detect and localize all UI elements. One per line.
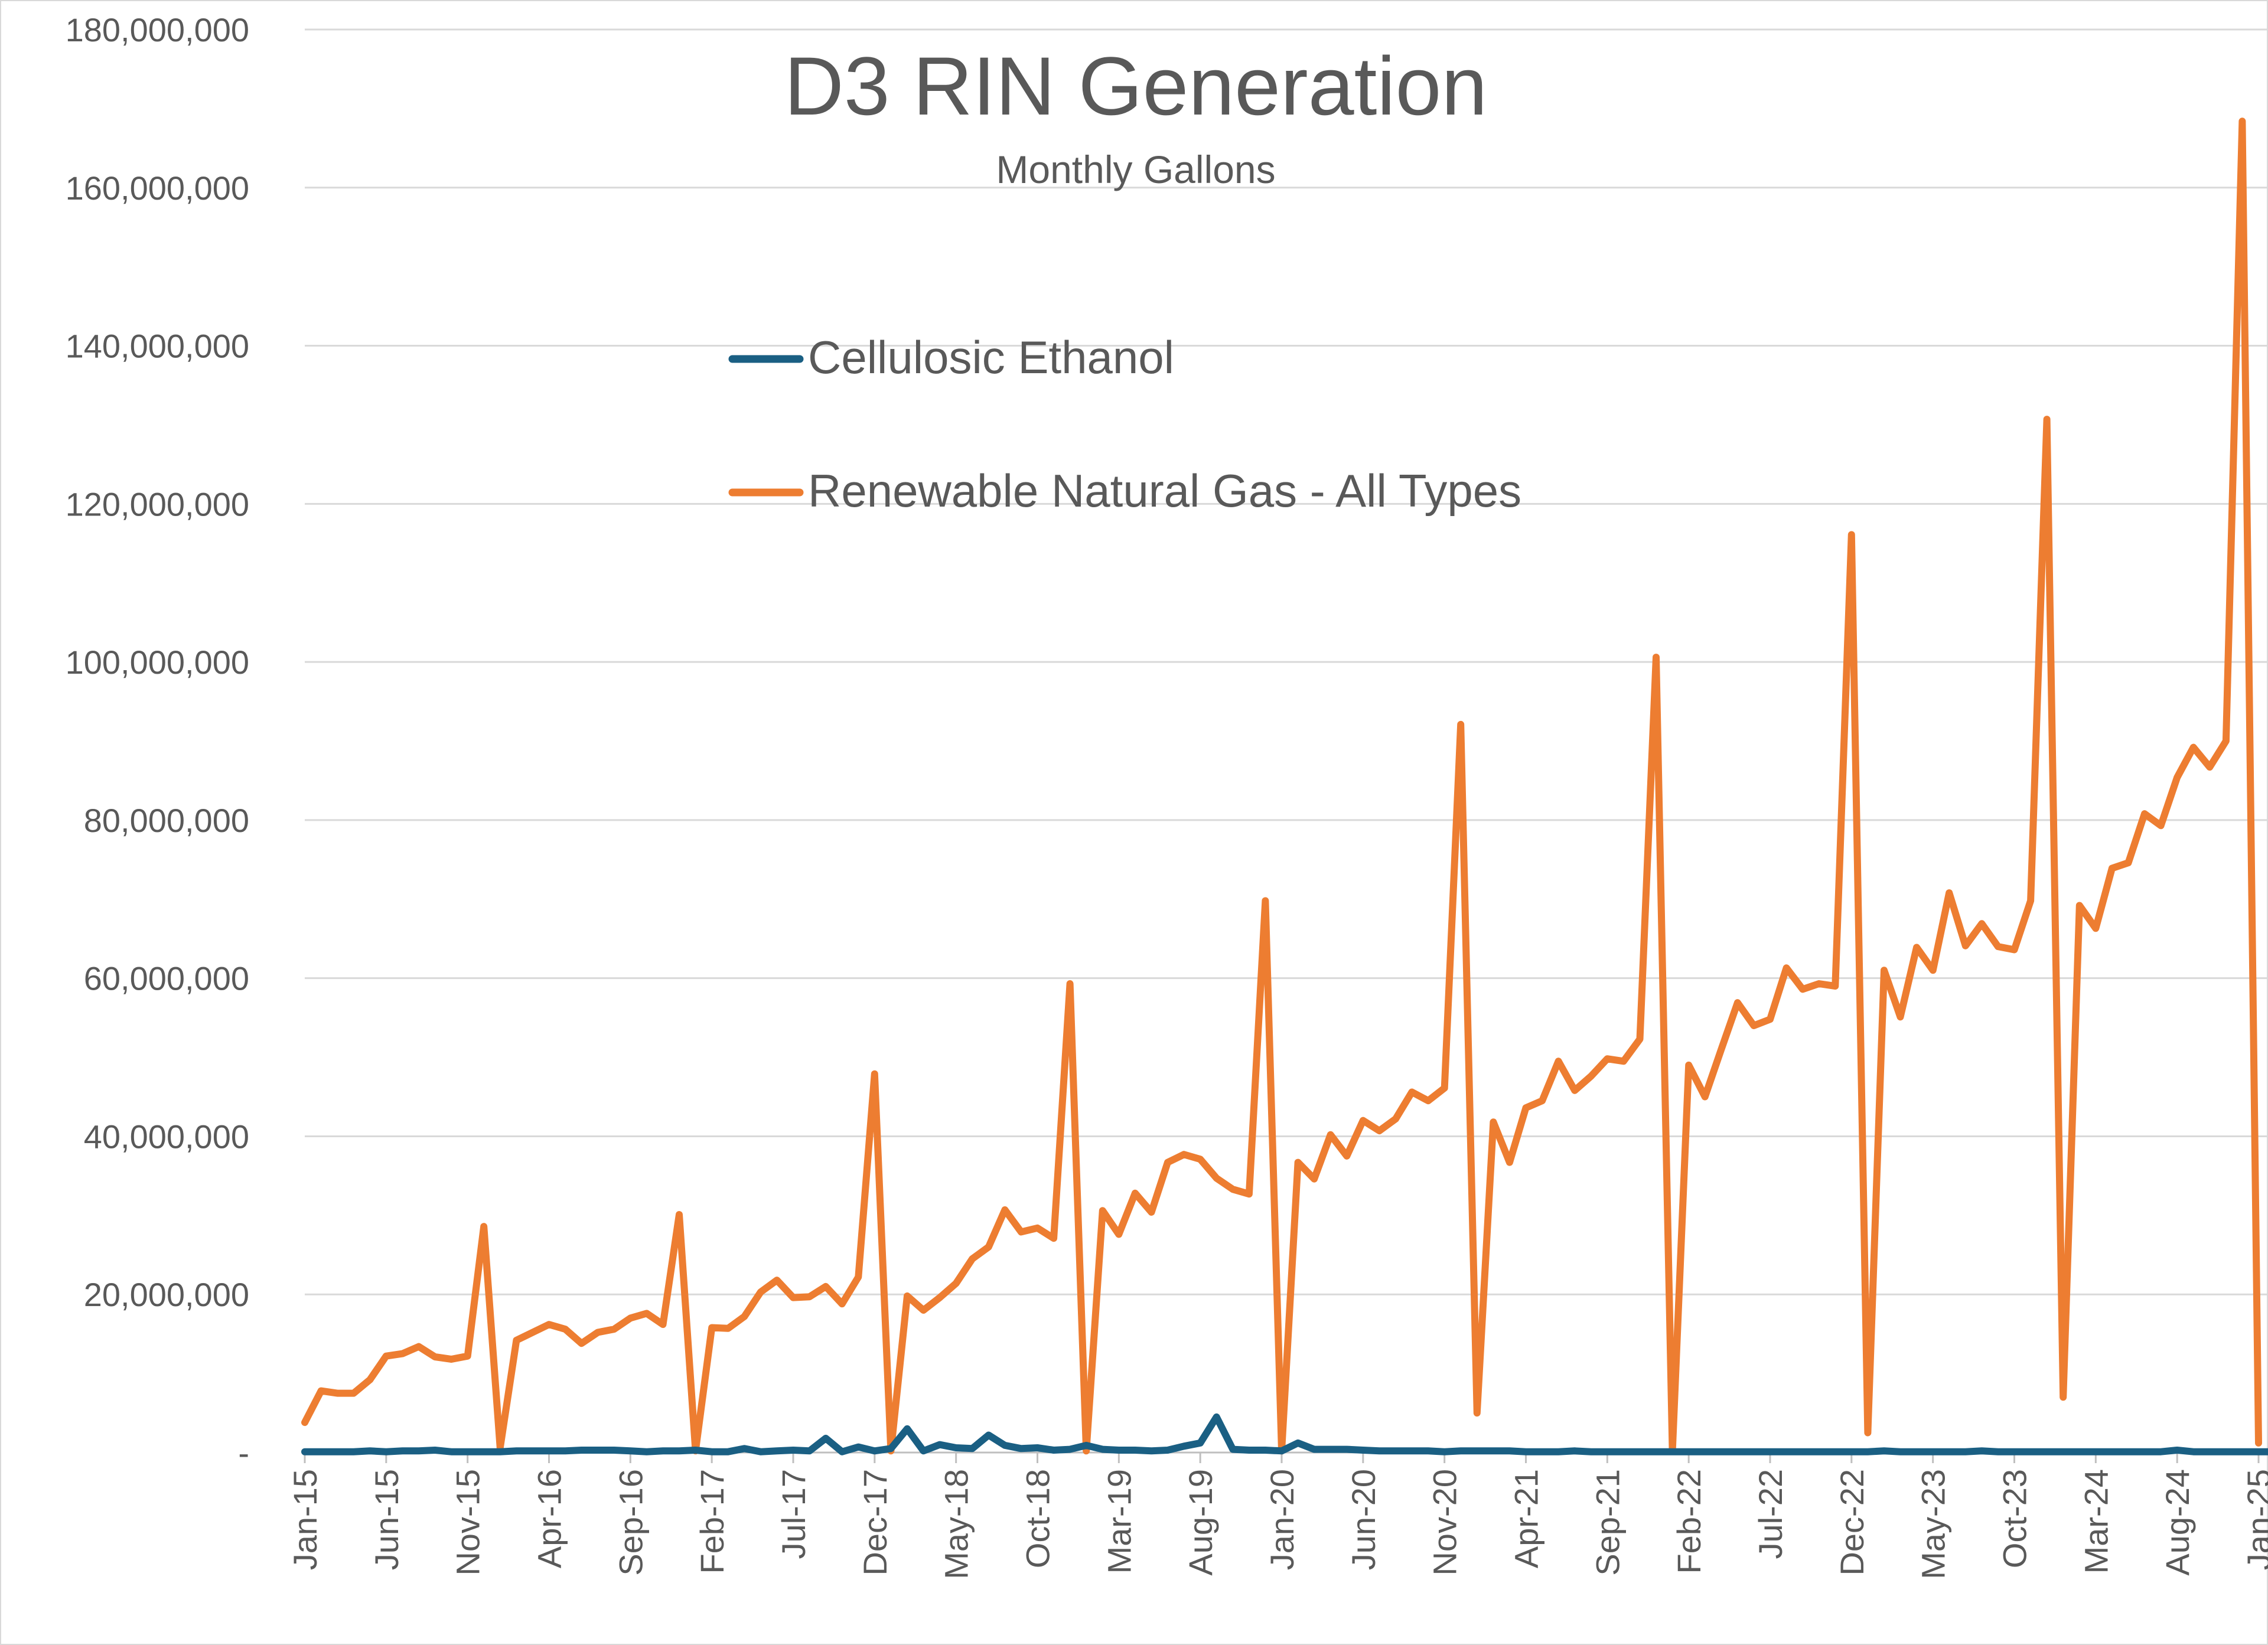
- y-tick-label: 20,000,000: [84, 1276, 249, 1313]
- x-tick-label: Oct-18: [1019, 1469, 1057, 1568]
- y-tick-label: 100,000,000: [66, 644, 249, 681]
- x-tick-label: Jul-22: [1752, 1469, 1789, 1559]
- x-tick-label: Jul-17: [775, 1469, 812, 1559]
- x-tick-label: Jan-25: [2240, 1469, 2268, 1570]
- y-tick-label: -: [238, 1434, 249, 1471]
- x-tick-label: Dec-17: [856, 1469, 894, 1576]
- y-tick-label: 80,000,000: [84, 802, 249, 839]
- x-tick-label: May-18: [938, 1469, 975, 1579]
- series-line-cellulosic-ethanol: [301, 1413, 2268, 1455]
- x-tick-label: Jan-15: [286, 1469, 324, 1570]
- x-tick-label: Feb-17: [693, 1469, 731, 1574]
- y-axis-tick-labels: - 20,000,000 40,000,000 60,000,000 80,000,00…: [66, 11, 249, 1471]
- y-tick-label: 120,000,000: [66, 485, 249, 523]
- x-tick-label: May-23: [1915, 1469, 1952, 1579]
- y-tick-label: 160,000,000: [66, 169, 249, 207]
- series-line-renewable-natural-gas: [301, 117, 2262, 1455]
- x-tick-label: Dec-22: [1833, 1469, 1871, 1576]
- x-tick-label: Jun-15: [368, 1469, 405, 1570]
- legend-label-cellulosic-ethanol: Cellulosic Ethanol: [808, 331, 1174, 383]
- legend: Cellulosic Ethanol Renewable Natural Gas…: [728, 331, 1521, 517]
- x-axis-tick-labels: Jan-15 Jun-15 Nov-15 Apr-16 Sep-16 Feb-17 Jul-…: [286, 1469, 2268, 1579]
- x-tick-label: Sep-21: [1589, 1469, 1626, 1576]
- y-tick-label: 180,000,000: [66, 11, 249, 48]
- y-tick-label: 40,000,000: [84, 1118, 249, 1155]
- x-tick-label: Jan-20: [1263, 1469, 1301, 1570]
- x-tick-label: Mar-24: [2077, 1469, 2114, 1574]
- chart-title: D3 RIN Generation: [784, 40, 1488, 132]
- x-tick-label: Aug-24: [2159, 1469, 2196, 1576]
- x-tick-label: Apr-16: [531, 1469, 568, 1568]
- x-tick-label: Mar-19: [1100, 1469, 1138, 1574]
- x-tick-label: Nov-15: [449, 1469, 487, 1576]
- x-tick-label: Apr-21: [1508, 1469, 1545, 1568]
- x-tick-label: Sep-16: [612, 1469, 649, 1576]
- y-tick-label: 140,000,000: [66, 328, 249, 365]
- x-tick-label: Nov-20: [1426, 1469, 1464, 1576]
- legend-label-renewable-natural-gas: Renewable Natural Gas - All Types: [808, 465, 1521, 517]
- chart-subtitle: Monthly Gallons: [996, 148, 1275, 191]
- x-tick-label: Feb-22: [1670, 1469, 1707, 1574]
- y-tick-label: 60,000,000: [84, 960, 249, 997]
- x-tick-label: Aug-19: [1182, 1469, 1219, 1576]
- x-tick-label: Jun-20: [1345, 1469, 1382, 1570]
- gridlines: [305, 28, 2267, 1295]
- series-lines: [301, 117, 2268, 1455]
- x-tick-label: Oct-23: [1996, 1469, 2034, 1568]
